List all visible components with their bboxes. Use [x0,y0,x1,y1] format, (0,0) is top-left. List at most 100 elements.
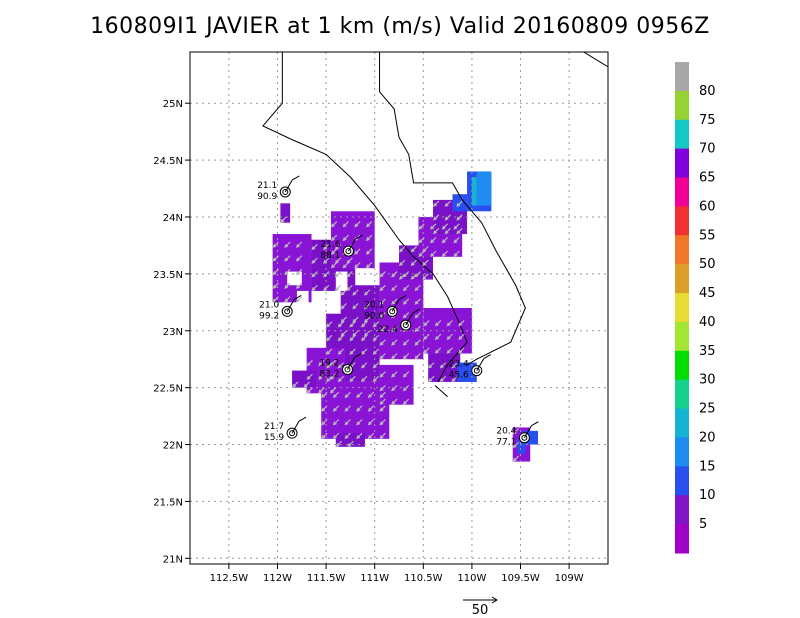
wind-arrow-head [361,350,365,355]
wind-arrow-head [410,262,415,267]
wind-arrow-head [306,375,311,380]
station-value-bottom: 90.9 [257,192,277,202]
wind-arrow-head [332,435,337,440]
wind-arrow-head [356,435,361,440]
wind-speed-cell [292,370,317,388]
wind-barb-staff [348,238,356,252]
wind-arrow-head [451,364,456,369]
wind-arrow-head [391,328,396,333]
wind-barb-staff [284,179,293,193]
wind-arrow-head [346,287,351,292]
colorbar-label: 60 [699,199,716,214]
colorbar: 80 75 70 65 60 55 50 45 40 35 30 25 20 15 10 5 [675,62,716,554]
wind-arrow-head [295,271,300,276]
wind-arrow-head [446,322,451,327]
wind-arrow-head [330,250,335,255]
wind-arrow-head [272,257,277,262]
wind-arrow-head [391,341,396,346]
wind-arrow-head [458,322,463,327]
wind-arrow-head [356,421,361,426]
wind-arrow-head [410,248,415,253]
wind-arrow-head [361,378,365,383]
station-value-bottom: 15.9 [264,433,284,443]
wind-arrow-head [512,430,517,435]
wind-arrow-head [332,421,337,426]
lat-tick-label: 23.5N [153,270,183,281]
wind-arrow-head [306,389,311,394]
wind-arrow-head [432,203,437,207]
colorbar-label: 80 [699,84,716,99]
colorbar-swatch [675,495,689,525]
wind-arrow-head [311,259,316,264]
colorbar-swatch [675,62,689,92]
wind-arrow-head [337,323,342,328]
colorbar-swatch [675,90,689,121]
wind-arrow-head [330,223,335,228]
wind-arrow-head [391,355,396,360]
wind-arrow-head [361,337,365,342]
colorbar-label: 5 [699,517,707,532]
wind-arrow-head [342,237,347,242]
wind-arrow-head [344,421,349,426]
wind-arrow-head [414,300,419,305]
wind-arrow-head [311,273,316,278]
colorbar-swatch [675,379,689,410]
coastline-segment [434,384,448,398]
colorbar-swatch [675,177,689,207]
colorbar-label: 10 [699,488,716,503]
wind-arrow-head [422,262,427,267]
wind-arrow-head [453,253,458,257]
wind-arrow-head [335,443,340,448]
wind-arrow-head [402,300,407,305]
wind-arrow-head [398,275,403,280]
wind-arrow-head [446,336,451,341]
wind-arrow-head [410,275,415,280]
lat-tick-label: 24N [163,213,183,224]
lon-tick-label: 112W [263,573,292,584]
wind-arrow-head [347,443,352,448]
colorbar-swatch [675,148,689,179]
wind-arrow-head [321,407,326,412]
wind-arrow-head [458,336,463,341]
station-value-top: 21.0 [259,300,279,310]
wind-arrow-head [372,323,377,328]
coastline-boundaries [262,52,608,398]
wind-arrow-head [451,378,456,383]
lon-tick-label: 112.5W [210,573,249,584]
wind-arrow-head [379,341,384,346]
wind-arrow-head [329,389,334,394]
reference-vector: 50 [463,596,498,618]
wind-barb-staff [347,357,355,370]
wind-arrow-head [379,328,384,333]
wind-arrow-head [326,350,330,355]
wind-arrow-head [430,225,434,230]
colorbar-label: 30 [699,373,716,388]
wind-arrow-head [361,323,365,328]
wind-arrow-head [379,287,384,292]
wind-arrow-head [423,336,428,341]
axis-ticks: 112.5W 112W 111.5W 111W 110.5W 110W 109.5W 109W… [153,99,583,584]
wind-arrow-head [284,243,289,248]
wind-arrow-head [354,264,359,269]
station-value-top: 20.4 [496,427,516,437]
lon-tick-label: 110.5W [404,573,443,584]
wind-arrow-head [444,230,449,235]
station-circle-inner [289,430,296,437]
station-value-top: 23.4 [449,360,469,370]
station-value-bottom: 99.2 [259,311,279,321]
wind-barb [355,234,363,240]
wind-arrow-head [340,291,345,296]
lat-tick-label: 25N [163,99,183,110]
wind-arrow-head [306,362,311,367]
wind-speed-cell [476,171,492,206]
wind-arrow-head [363,305,368,310]
wind-barb-staff [286,299,295,312]
wind-arrow-head [318,375,323,380]
station-circle-inner [282,188,289,195]
wind-arrow-head [379,300,384,305]
wind-arrow-head [402,287,407,292]
wind-arrow-head [323,246,328,251]
lat-tick-label: 22.5N [153,384,183,395]
wind-arrow-head [432,230,437,235]
wind-arrow-head [365,223,370,228]
